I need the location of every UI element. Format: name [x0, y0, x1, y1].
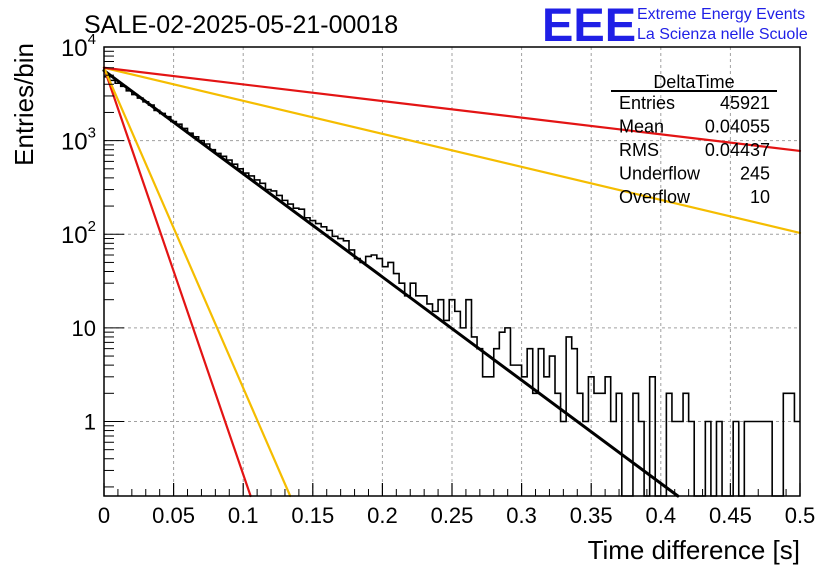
fit-curve-red-steep: [102, 66, 252, 498]
y-tick-label: 104: [61, 31, 96, 62]
stats-row-value: 10: [750, 187, 770, 207]
fit-curve-red-slow: [102, 66, 802, 153]
x-tick-label: 0.3: [506, 503, 537, 528]
fit-curve-fit: [102, 69, 680, 498]
logo-line1: Extreme Energy Events: [637, 6, 805, 23]
stats-rows: Entries 45921 Mean 0.04055 RMS 0.04437Underfl…: [619, 93, 770, 207]
x-tick-label: 0.45: [709, 503, 752, 528]
y-axis-label: Entries/bin: [9, 43, 39, 166]
eee-logo: EEE Extreme Energy Events La Scienza nel…: [542, 0, 808, 51]
fit-curve-orange-slow: [102, 66, 802, 235]
x-tick-label: 0.2: [367, 503, 398, 528]
stats-row-label: Mean: [619, 117, 664, 137]
fit-curves: [102, 66, 802, 498]
x-tick-label: 0.5: [785, 503, 816, 528]
stats-row-value: 245: [740, 164, 770, 184]
stats-row-value: 0.04055: [705, 117, 770, 137]
x-axis-label: Time difference [s]: [588, 535, 800, 565]
x-tick-label: 0.1: [228, 503, 259, 528]
y-tick-label: 102: [61, 218, 96, 249]
y-tick-label: 103: [61, 125, 96, 156]
logo-letters: EEE: [542, 0, 636, 51]
stats-row-label: Underflow: [619, 164, 701, 184]
stats-row-label: Entries: [619, 93, 675, 113]
y-tick-label: 1: [84, 409, 96, 434]
x-tick-label: 0.35: [570, 503, 613, 528]
stats-box: DeltaTime Entries 45921 Mean 0.04055 RMS 0.04…: [611, 72, 777, 207]
x-tick-label: 0.25: [431, 503, 474, 528]
x-tick-label: 0.15: [291, 503, 334, 528]
fit-curve-orange-steep: [102, 66, 292, 498]
x-tick-label: 0.4: [646, 503, 677, 528]
axes: 0 0.05 0.1 0.15 0.2 0.25 0.3 0.35 0.4 0.45 0.5 1 10 1…: [61, 31, 815, 528]
stats-row-value: 0.04437: [705, 140, 770, 160]
stats-row-value: 45921: [720, 93, 770, 113]
stats-title: DeltaTime: [653, 72, 734, 92]
x-tick-label: 0: [98, 503, 110, 528]
chart-title: SALE-02-2025-05-21-00018: [84, 11, 398, 39]
logo-line2: La Scienza nelle Scuole: [637, 26, 808, 43]
stats-row-label: Overflow: [619, 187, 691, 207]
grid-lines: [104, 47, 800, 496]
x-tick-label: 0.05: [152, 503, 195, 528]
stats-row-label: RMS: [619, 140, 659, 160]
y-tick-label: 10: [72, 316, 96, 341]
